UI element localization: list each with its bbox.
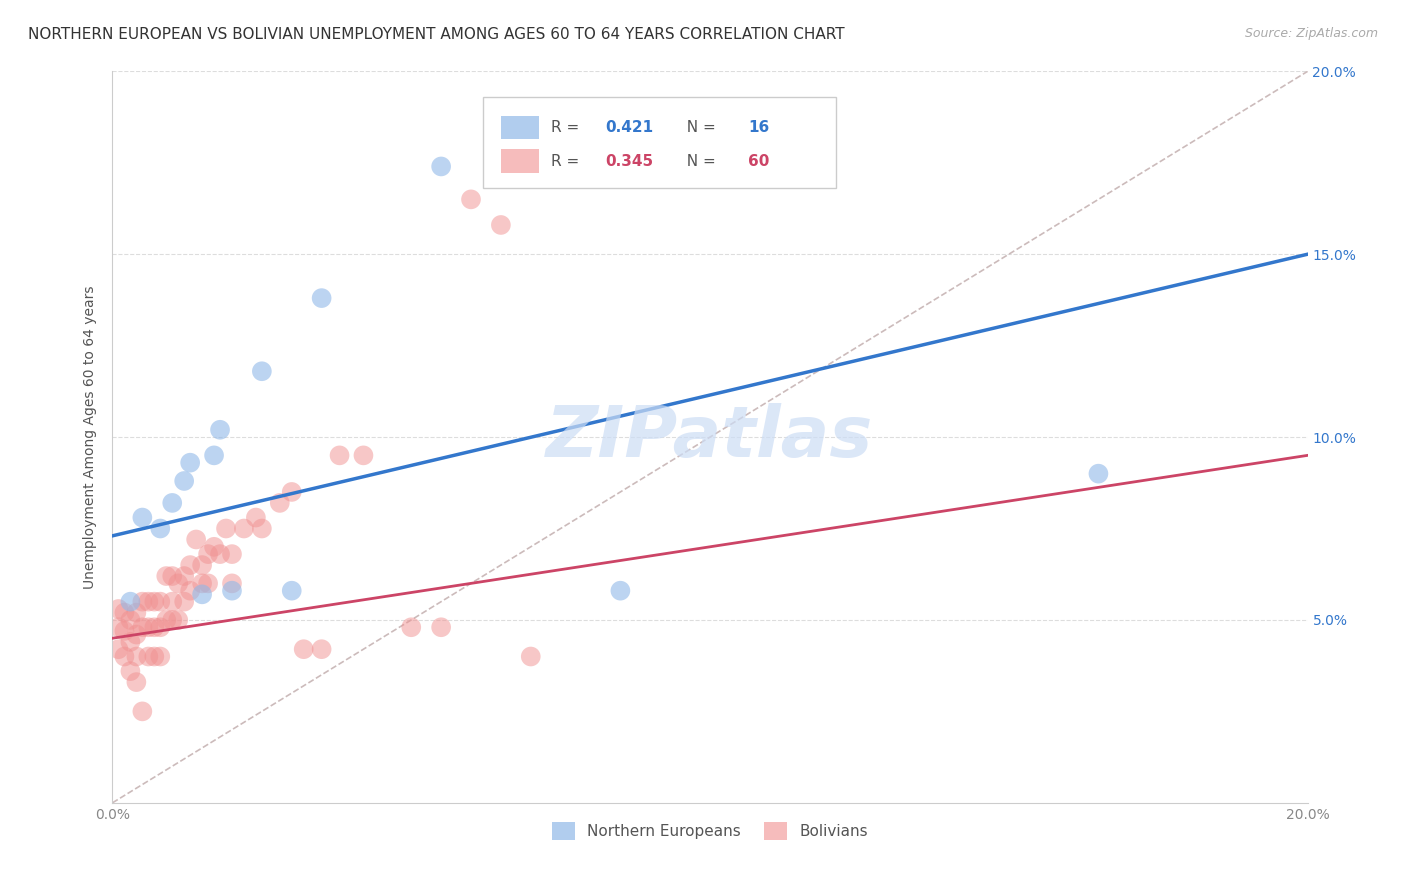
Point <box>125 649 148 664</box>
Point <box>609 583 631 598</box>
Point <box>520 649 543 664</box>
Point <box>281 583 304 598</box>
Point <box>191 587 214 601</box>
Point <box>131 705 153 719</box>
Point <box>162 569 183 583</box>
Point <box>292 642 315 657</box>
Y-axis label: Unemployment Among Ages 60 to 64 years: Unemployment Among Ages 60 to 64 years <box>83 285 97 589</box>
Point <box>125 606 148 620</box>
Point <box>221 547 243 561</box>
Point <box>107 602 129 616</box>
Point <box>191 576 214 591</box>
Point <box>167 613 190 627</box>
Point <box>138 620 160 634</box>
Point <box>186 533 208 547</box>
Point <box>173 594 195 608</box>
Point <box>179 456 201 470</box>
Point <box>179 558 201 573</box>
Point <box>430 620 453 634</box>
Point <box>311 642 333 657</box>
Point <box>173 569 195 583</box>
Point <box>209 423 232 437</box>
Point <box>430 160 453 174</box>
Point <box>120 664 142 678</box>
Text: 0.345: 0.345 <box>605 153 652 169</box>
Text: 16: 16 <box>748 120 769 135</box>
Text: N =: N = <box>676 120 720 135</box>
Point <box>401 620 423 634</box>
FancyBboxPatch shape <box>501 116 538 139</box>
Point <box>245 510 267 524</box>
Point <box>1087 467 1109 481</box>
Point <box>138 594 160 608</box>
Point <box>131 510 153 524</box>
Point <box>162 496 183 510</box>
Point <box>167 576 190 591</box>
Point <box>149 521 172 535</box>
Point <box>120 635 142 649</box>
Text: R =: R = <box>551 153 585 169</box>
Point <box>191 558 214 573</box>
Point <box>311 291 333 305</box>
Text: R =: R = <box>551 120 585 135</box>
Point <box>155 613 177 627</box>
Point <box>138 649 160 664</box>
Text: N =: N = <box>676 153 720 169</box>
Point <box>179 583 201 598</box>
Point <box>107 620 129 634</box>
Text: NORTHERN EUROPEAN VS BOLIVIAN UNEMPLOYMENT AMONG AGES 60 TO 64 YEARS CORRELATION: NORTHERN EUROPEAN VS BOLIVIAN UNEMPLOYME… <box>28 27 845 42</box>
Point <box>125 627 148 641</box>
Point <box>149 620 172 634</box>
Point <box>281 485 304 500</box>
Point <box>131 594 153 608</box>
Legend: Northern Europeans, Bolivians: Northern Europeans, Bolivians <box>546 815 875 847</box>
Point <box>233 521 256 535</box>
Point <box>202 540 225 554</box>
Point <box>125 675 148 690</box>
Point <box>143 649 166 664</box>
Point <box>131 620 153 634</box>
Point <box>197 547 219 561</box>
Point <box>149 594 172 608</box>
Point <box>221 583 243 598</box>
Point <box>353 448 375 462</box>
Point <box>162 613 183 627</box>
Point <box>114 649 135 664</box>
Point <box>215 521 238 535</box>
FancyBboxPatch shape <box>501 150 538 173</box>
Point <box>120 613 142 627</box>
Point <box>143 594 166 608</box>
Point <box>114 606 135 620</box>
Point <box>460 192 482 206</box>
Text: Source: ZipAtlas.com: Source: ZipAtlas.com <box>1244 27 1378 40</box>
Point <box>221 576 243 591</box>
Point <box>173 474 195 488</box>
Point <box>197 576 219 591</box>
Point <box>149 649 172 664</box>
Point <box>250 364 273 378</box>
Point <box>209 547 232 561</box>
Point <box>114 624 135 638</box>
Text: ZIPatlas: ZIPatlas <box>547 402 873 472</box>
Point <box>143 620 166 634</box>
Point <box>489 218 512 232</box>
Point <box>202 448 225 462</box>
Point <box>120 594 142 608</box>
Text: 60: 60 <box>748 153 769 169</box>
Text: 0.421: 0.421 <box>605 120 652 135</box>
Point <box>269 496 291 510</box>
Point <box>155 569 177 583</box>
Point <box>250 521 273 535</box>
FancyBboxPatch shape <box>484 97 835 188</box>
Point <box>162 594 183 608</box>
Point <box>329 448 352 462</box>
Point <box>107 642 129 657</box>
